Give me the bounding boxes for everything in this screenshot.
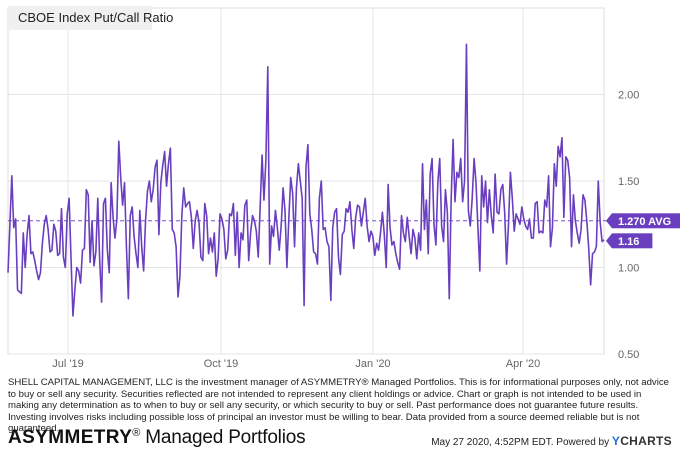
last-value-label: 1.16 (618, 236, 639, 248)
y-tick-label: 1.00 (618, 263, 639, 275)
value-labels: 1.270 AVG 1.16 (606, 213, 680, 249)
brand-logo: ASYMMETRY® Managed Portfolios (8, 427, 306, 449)
footer-timestamp: May 27 2020, 4:52PM EDT. (431, 437, 554, 448)
y-tick-label: 0.50 (618, 349, 639, 361)
ycharts-logo-text: CHARTS (620, 434, 672, 448)
disclaimer-text: SHELL CAPITAL MANAGEMENT, LLC is the inv… (8, 377, 669, 435)
x-tick-label: Jan '20 (355, 358, 390, 370)
chart-canvas: 0.50 1.00 1.50 2.00 Jul '19 Oct '19 Jan '20 Apr… (7, 7, 680, 370)
brand-suffix: Managed Portfolios (140, 427, 306, 448)
average-value-label: 1.270 AVG (618, 216, 671, 228)
x-tick-label: Oct '19 (204, 358, 239, 370)
last-value-label-pointer (606, 233, 612, 249)
x-tick-label: Apr '20 (506, 358, 541, 370)
y-tick-label: 1.50 (618, 176, 639, 188)
x-tick-label: Jul '19 (52, 358, 83, 370)
footer-powered-by: Powered by (556, 437, 610, 448)
average-value-label-pointer (606, 213, 612, 229)
ycharts-logo[interactable]: YCHARTS (612, 434, 672, 448)
series-line (7, 43, 608, 317)
chart-area: 0.50 1.00 1.50 2.00 Jul '19 Oct '19 Jan '20 Apr… (7, 6, 680, 370)
grid-lines: 0.50 1.00 1.50 2.00 Jul '19 Oct '19 Jan '20 Apr… (7, 7, 639, 370)
brand-registered-mark: ® (132, 427, 141, 439)
brand-name: ASYMMETRY (8, 427, 133, 448)
last-value-label-bg (612, 233, 653, 249)
ycharts-logo-y: Y (611, 434, 621, 448)
average-value-label-bg (612, 213, 680, 229)
chart-title: CBOE Index Put/Call Ratio (18, 10, 174, 25)
footer-attribution: May 27 2020, 4:52PM EDT. Powered by YCHA… (431, 434, 672, 448)
y-tick-label: 2.00 (618, 90, 639, 102)
put-call-ratio-line (7, 43, 605, 317)
chart-title-box: CBOE Index Put/Call Ratio (8, 6, 173, 30)
